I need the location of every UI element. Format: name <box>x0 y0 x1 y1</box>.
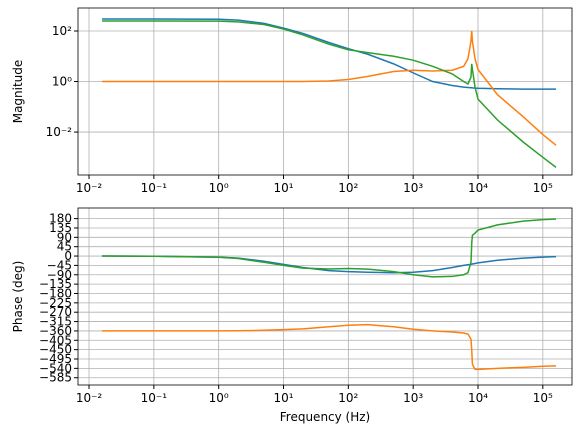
y-tick-label: 90 <box>57 230 72 244</box>
series-line <box>102 18 557 90</box>
x-tick-label: 10⁵ <box>533 181 553 195</box>
x-tick-label: 10¹ <box>273 391 293 405</box>
series-line <box>102 218 557 278</box>
series-line <box>102 30 557 146</box>
y-tick-label: −450 <box>39 343 72 357</box>
y-tick-label: −405 <box>39 333 72 347</box>
x-tick-label: 10³ <box>403 181 423 195</box>
y-tick-label: 0 <box>64 249 72 263</box>
y-tick-label: −225 <box>39 296 72 310</box>
y-tick-label: −270 <box>39 305 72 319</box>
y-tick-label: 10⁻² <box>46 125 73 139</box>
x-tick-label: 10¹ <box>273 181 293 195</box>
x-tick-label: 10⁻² <box>76 391 103 405</box>
x-tick-label: 10⁵ <box>533 391 553 405</box>
series-line <box>102 323 557 371</box>
x-tick-label: 10⁻¹ <box>141 181 168 195</box>
x-tick-label: 10⁻¹ <box>141 391 168 405</box>
y-tick-label: 45 <box>57 240 72 254</box>
y-tick-label: −180 <box>39 286 72 300</box>
series-line <box>102 20 557 168</box>
y-tick-label: −540 <box>39 361 72 375</box>
y-tick-label: 135 <box>49 221 72 235</box>
x-tick-label: 10⁴ <box>468 391 488 405</box>
x-axis-label: Frequency (Hz) <box>280 410 371 424</box>
y-axis-label: Phase (deg) <box>11 261 25 333</box>
x-tick-label: 10⁰ <box>209 181 229 195</box>
y-tick-label: −135 <box>39 277 72 291</box>
y-tick-label: 180 <box>49 212 72 226</box>
y-tick-label: −360 <box>39 324 72 338</box>
x-tick-label: 10⁰ <box>209 391 229 405</box>
x-tick-label: 10² <box>338 391 358 405</box>
y-tick-label: 10² <box>52 24 72 38</box>
y-tick-label: −495 <box>39 352 72 366</box>
y-tick-label: −315 <box>39 315 72 329</box>
axes-frame <box>77 7 573 176</box>
x-tick-label: 10² <box>338 181 358 195</box>
x-tick-label: 10⁻² <box>76 181 103 195</box>
y-tick-label: −45 <box>47 258 72 272</box>
x-tick-label: 10⁴ <box>468 181 488 195</box>
y-tick-label: 10⁰ <box>52 75 72 89</box>
axes-frame <box>77 207 573 386</box>
y-tick-label: −90 <box>47 268 72 282</box>
y-tick-label: −585 <box>39 371 72 385</box>
x-tick-label: 10³ <box>403 391 423 405</box>
y-axis-label: Magnitude <box>11 60 25 124</box>
series-line <box>102 255 557 274</box>
